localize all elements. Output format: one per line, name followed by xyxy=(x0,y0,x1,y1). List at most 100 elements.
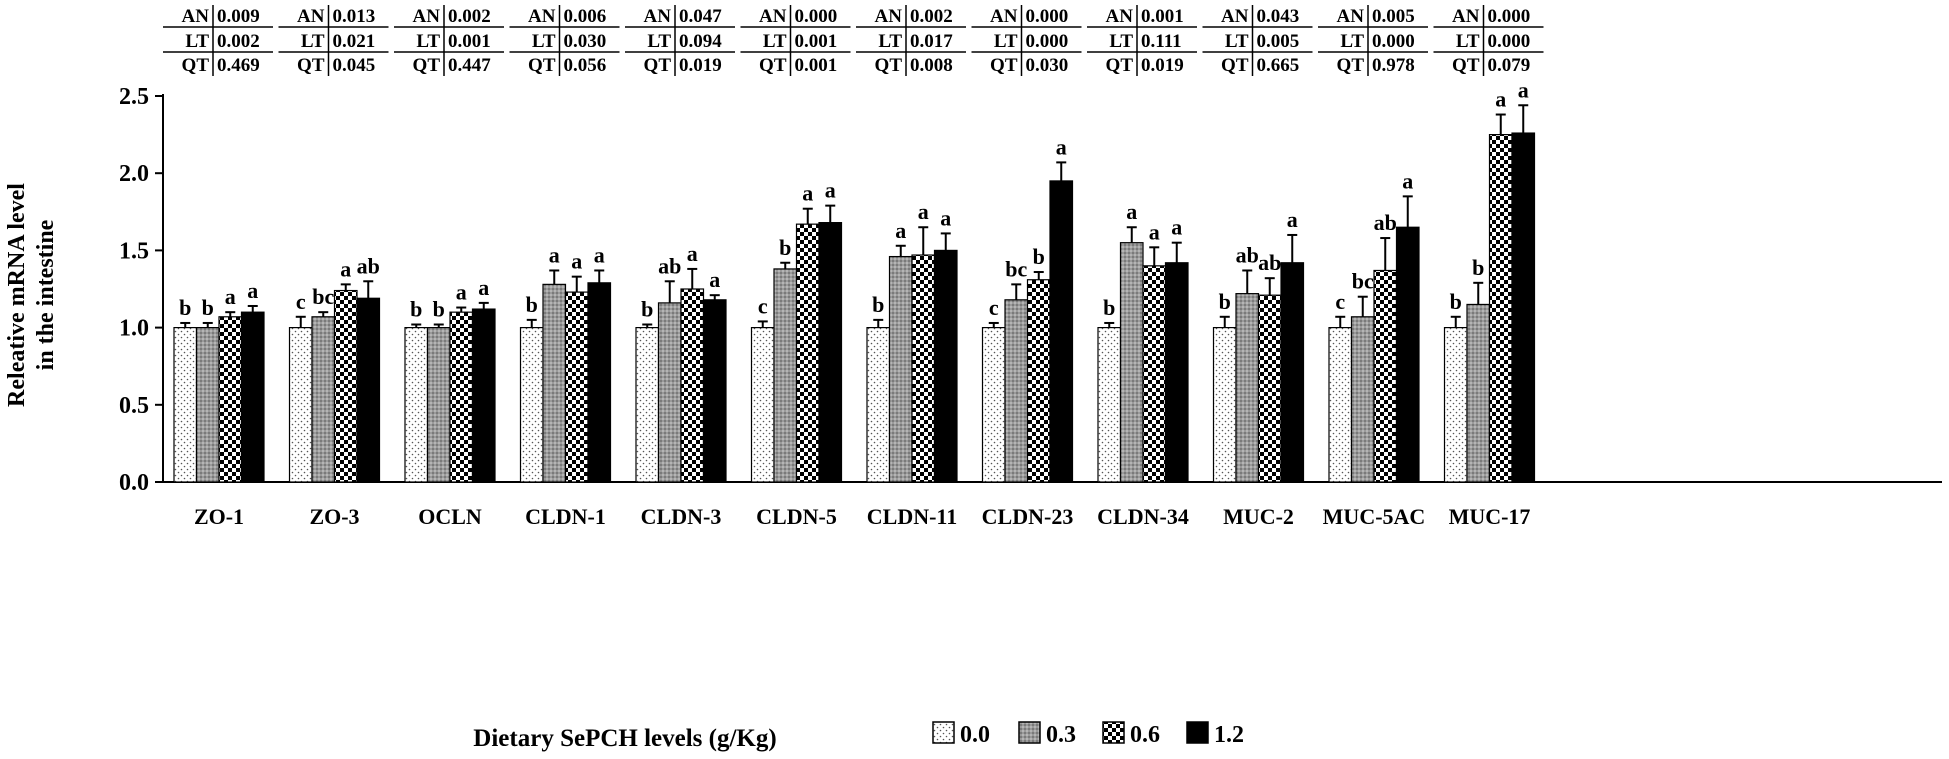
significance-letter-cldn-1-0-6: a xyxy=(571,249,582,274)
stats-value-an: 0.000 xyxy=(795,6,838,27)
significance-letter-zo-1-1-2: a xyxy=(247,278,258,303)
x-axis: ZO-1 ZO-3 OCLN CLDN-1 CLDN-3 CLDN-5 CLDN-11 CLD… xyxy=(163,481,1942,529)
significance-letter-cldn-5-0-3: b xyxy=(779,235,791,260)
stats-label-an: AN xyxy=(990,6,1018,27)
x-tick-label-muc-5ac: MUC-5AC xyxy=(1323,504,1426,529)
significance-letter-muc-5ac-0-6: ab xyxy=(1374,210,1397,235)
bar-cldn-11-0-3 xyxy=(888,255,913,483)
stats-label-qt: QT xyxy=(528,55,556,76)
significance-letter-zo-3-1-2: ab xyxy=(357,253,380,278)
y-axis-title-line1: Releative mRNA level xyxy=(4,183,30,407)
bar-muc-5ac-0-6 xyxy=(1373,269,1398,483)
stats-value-qt: 0.056 xyxy=(564,55,607,76)
x-tick-label-cldn-3: CLDN-3 xyxy=(641,504,722,529)
significance-letter-cldn-5-1-2: a xyxy=(825,178,836,203)
stats-label-lt: LT xyxy=(647,31,671,52)
stats-value-an: 0.006 xyxy=(564,6,607,27)
bar-muc-5ac-1-2 xyxy=(1395,226,1420,483)
stats-value-qt: 0.001 xyxy=(795,55,838,76)
significance-letter-cldn-34-0-3: a xyxy=(1126,199,1137,224)
stats-label-an: AN xyxy=(875,6,903,27)
significance-letter-cldn-23-0-6: b xyxy=(1033,244,1045,269)
bar-ocln-1-2 xyxy=(471,308,496,483)
bar-cldn-5-0-0 xyxy=(750,327,775,483)
stats-table-cldn-34: AN 0.001 LT 0.111 QT 0.019 xyxy=(1087,5,1197,76)
significance-letter-cldn-11-0-3: a xyxy=(895,218,906,243)
stats-label-qt: QT xyxy=(1337,55,1365,76)
bar-cldn-23-1-2 xyxy=(1049,180,1074,483)
stats-value-qt: 0.030 xyxy=(1026,55,1069,76)
stats-label-qt: QT xyxy=(759,55,787,76)
significance-letter-cldn-1-1-2: a xyxy=(594,242,605,267)
stats-value-qt: 0.079 xyxy=(1488,55,1531,76)
bar-cldn-3-1-2 xyxy=(702,299,727,483)
bar-cldn-11-0-6 xyxy=(911,254,936,483)
bar-muc-17-0-3 xyxy=(1466,303,1491,483)
bar-zo-3-0-0 xyxy=(288,327,313,483)
x-tick-label-cldn-23: CLDN-23 xyxy=(982,504,1074,529)
stats-label-qt: QT xyxy=(990,55,1018,76)
stats-table-zo-1: AN 0.009 LT 0.002 QT 0.469 xyxy=(163,5,273,76)
stats-label-an: AN xyxy=(1452,6,1480,27)
legend-swatch-0-6 xyxy=(1102,721,1125,744)
stats-value-an: 0.047 xyxy=(679,6,722,27)
significance-letter-cldn-34-1-2: a xyxy=(1171,215,1182,240)
legend-label-0-6: 0.6 xyxy=(1130,722,1160,748)
significance-letter-cldn-5-0-0: c xyxy=(758,293,768,318)
stats-label-an: AN xyxy=(759,6,787,27)
stats-label-lt: LT xyxy=(416,31,440,52)
stats-label-an: AN xyxy=(528,6,556,27)
significance-letter-cldn-3-1-2: a xyxy=(709,267,720,292)
significance-letter-cldn-23-0-3: bc xyxy=(1005,256,1027,281)
legend-swatch-0-0 xyxy=(932,721,955,744)
significance-letter-muc-5ac-0-3: bc xyxy=(1352,269,1374,294)
stats-value-lt: 0.000 xyxy=(1026,31,1069,52)
stats-label-lt: LT xyxy=(1109,31,1133,52)
stats-value-qt: 0.008 xyxy=(910,55,953,76)
y-tick-label: 0.0 xyxy=(119,470,149,496)
significance-letter-muc-2-1-2: a xyxy=(1287,207,1298,232)
significance-letter-ocln-1-2: a xyxy=(478,275,489,300)
x-axis-title: Dietary SePCH levels (g/Kg) xyxy=(473,725,776,752)
stats-value-lt: 0.000 xyxy=(1488,31,1531,52)
stats-label-qt: QT xyxy=(875,55,903,76)
y-tick-label: 2.5 xyxy=(119,84,149,110)
significance-letter-cldn-3-0-0: b xyxy=(641,297,653,322)
stats-label-lt: LT xyxy=(763,31,787,52)
significance-letter-zo-1-0-3: b xyxy=(202,295,214,320)
stats-label-qt: QT xyxy=(1106,55,1134,76)
y-tick-label: 1.0 xyxy=(119,316,149,342)
stats-label-qt: QT xyxy=(644,55,672,76)
stats-label-an: AN xyxy=(1106,6,1134,27)
stats-value-an: 0.002 xyxy=(910,6,953,27)
significance-letter-muc-2-0-6: ab xyxy=(1258,250,1281,275)
bar-cldn-3-0-6 xyxy=(680,288,705,483)
bar-cldn-34-0-0 xyxy=(1097,327,1122,483)
bar-ocln-0-6 xyxy=(449,311,474,483)
stats-value-an: 0.005 xyxy=(1372,6,1415,27)
bar-cldn-1-0-3 xyxy=(542,283,567,483)
y-tick-label: 2.0 xyxy=(119,161,149,187)
bar-muc-2-0-3 xyxy=(1235,293,1260,483)
stats-label-an: AN xyxy=(1221,6,1249,27)
stats-table-muc-17: AN 0.000 LT 0.000 QT 0.079 xyxy=(1433,5,1544,76)
stats-value-lt: 0.002 xyxy=(217,31,260,52)
significance-letter-cldn-34-0-6: a xyxy=(1149,219,1160,244)
stats-label-an: AN xyxy=(1337,6,1365,27)
bar-muc-17-0-6 xyxy=(1488,134,1513,483)
bar-muc-2-0-6 xyxy=(1257,294,1282,483)
stats-table-cldn-5: AN 0.000 LT 0.001 QT 0.001 xyxy=(740,5,851,76)
x-tick-label-cldn-5: CLDN-5 xyxy=(756,504,837,529)
bar-zo-3-1-2 xyxy=(356,297,381,483)
stats-tables: AN 0.009 LT 0.002 QT 0.469 AN 0.013 LT 0.021 QT 0.0… xyxy=(163,5,1544,76)
bar-ocln-0-0 xyxy=(404,327,429,483)
stats-value-lt: 0.001 xyxy=(795,31,838,52)
significance-letter-muc-5ac-1-2: a xyxy=(1402,168,1413,193)
stats-label-qt: QT xyxy=(1221,55,1249,76)
bar-cldn-11-1-2 xyxy=(933,249,958,483)
bar-zo-3-0-3 xyxy=(311,316,336,483)
bar-cldn-34-0-6 xyxy=(1142,265,1167,483)
significance-letter-muc-5ac-0-0: c xyxy=(1335,289,1345,314)
stats-table-cldn-23: AN 0.000 LT 0.000 QT 0.030 xyxy=(971,5,1082,76)
bar-ocln-0-3 xyxy=(426,327,451,483)
